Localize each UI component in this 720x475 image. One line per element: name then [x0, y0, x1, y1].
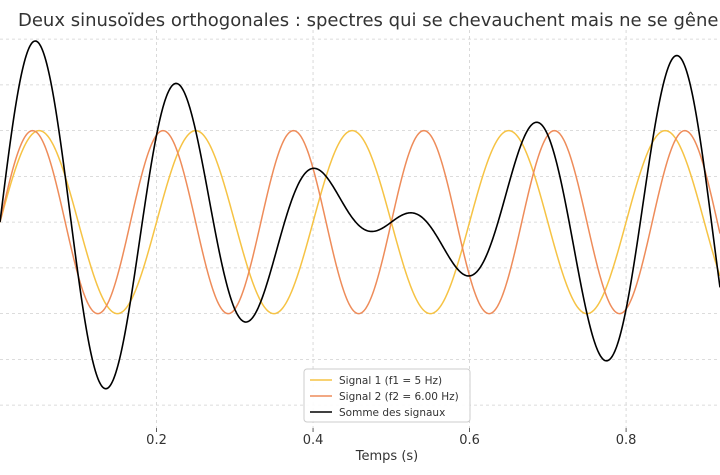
series-layer: [0, 40, 720, 390]
legend-label-signal-2: Signal 2 (f2 = 6.00 Hz): [339, 391, 459, 403]
x-tick-label: 0.2: [146, 433, 167, 448]
grid: [0, 30, 720, 428]
series-line-signal-1: [0, 129, 720, 315]
legend-box: [303, 368, 471, 423]
x-tick-label: 0.8: [616, 433, 637, 448]
legend-label-sum: Somme des signaux: [339, 407, 445, 419]
chart-title: Deux sinusoïdes orthogonales : spectres …: [18, 10, 720, 31]
x-tick-label: 0.6: [459, 433, 480, 448]
x-axis-ticks: 0.2 0.4 0.6 0.8: [146, 428, 636, 448]
series-line-signal-2: [0, 129, 720, 315]
x-axis-label: Temps (s): [355, 449, 418, 464]
legend: Signal 1 (f1 = 5 Hz) Signal 2 (f2 = 6.00…: [303, 368, 471, 423]
x-tick-label: 0.4: [303, 433, 324, 448]
legend-label-signal-1: Signal 1 (f1 = 5 Hz): [339, 375, 442, 387]
series-line-sum: [0, 40, 720, 390]
